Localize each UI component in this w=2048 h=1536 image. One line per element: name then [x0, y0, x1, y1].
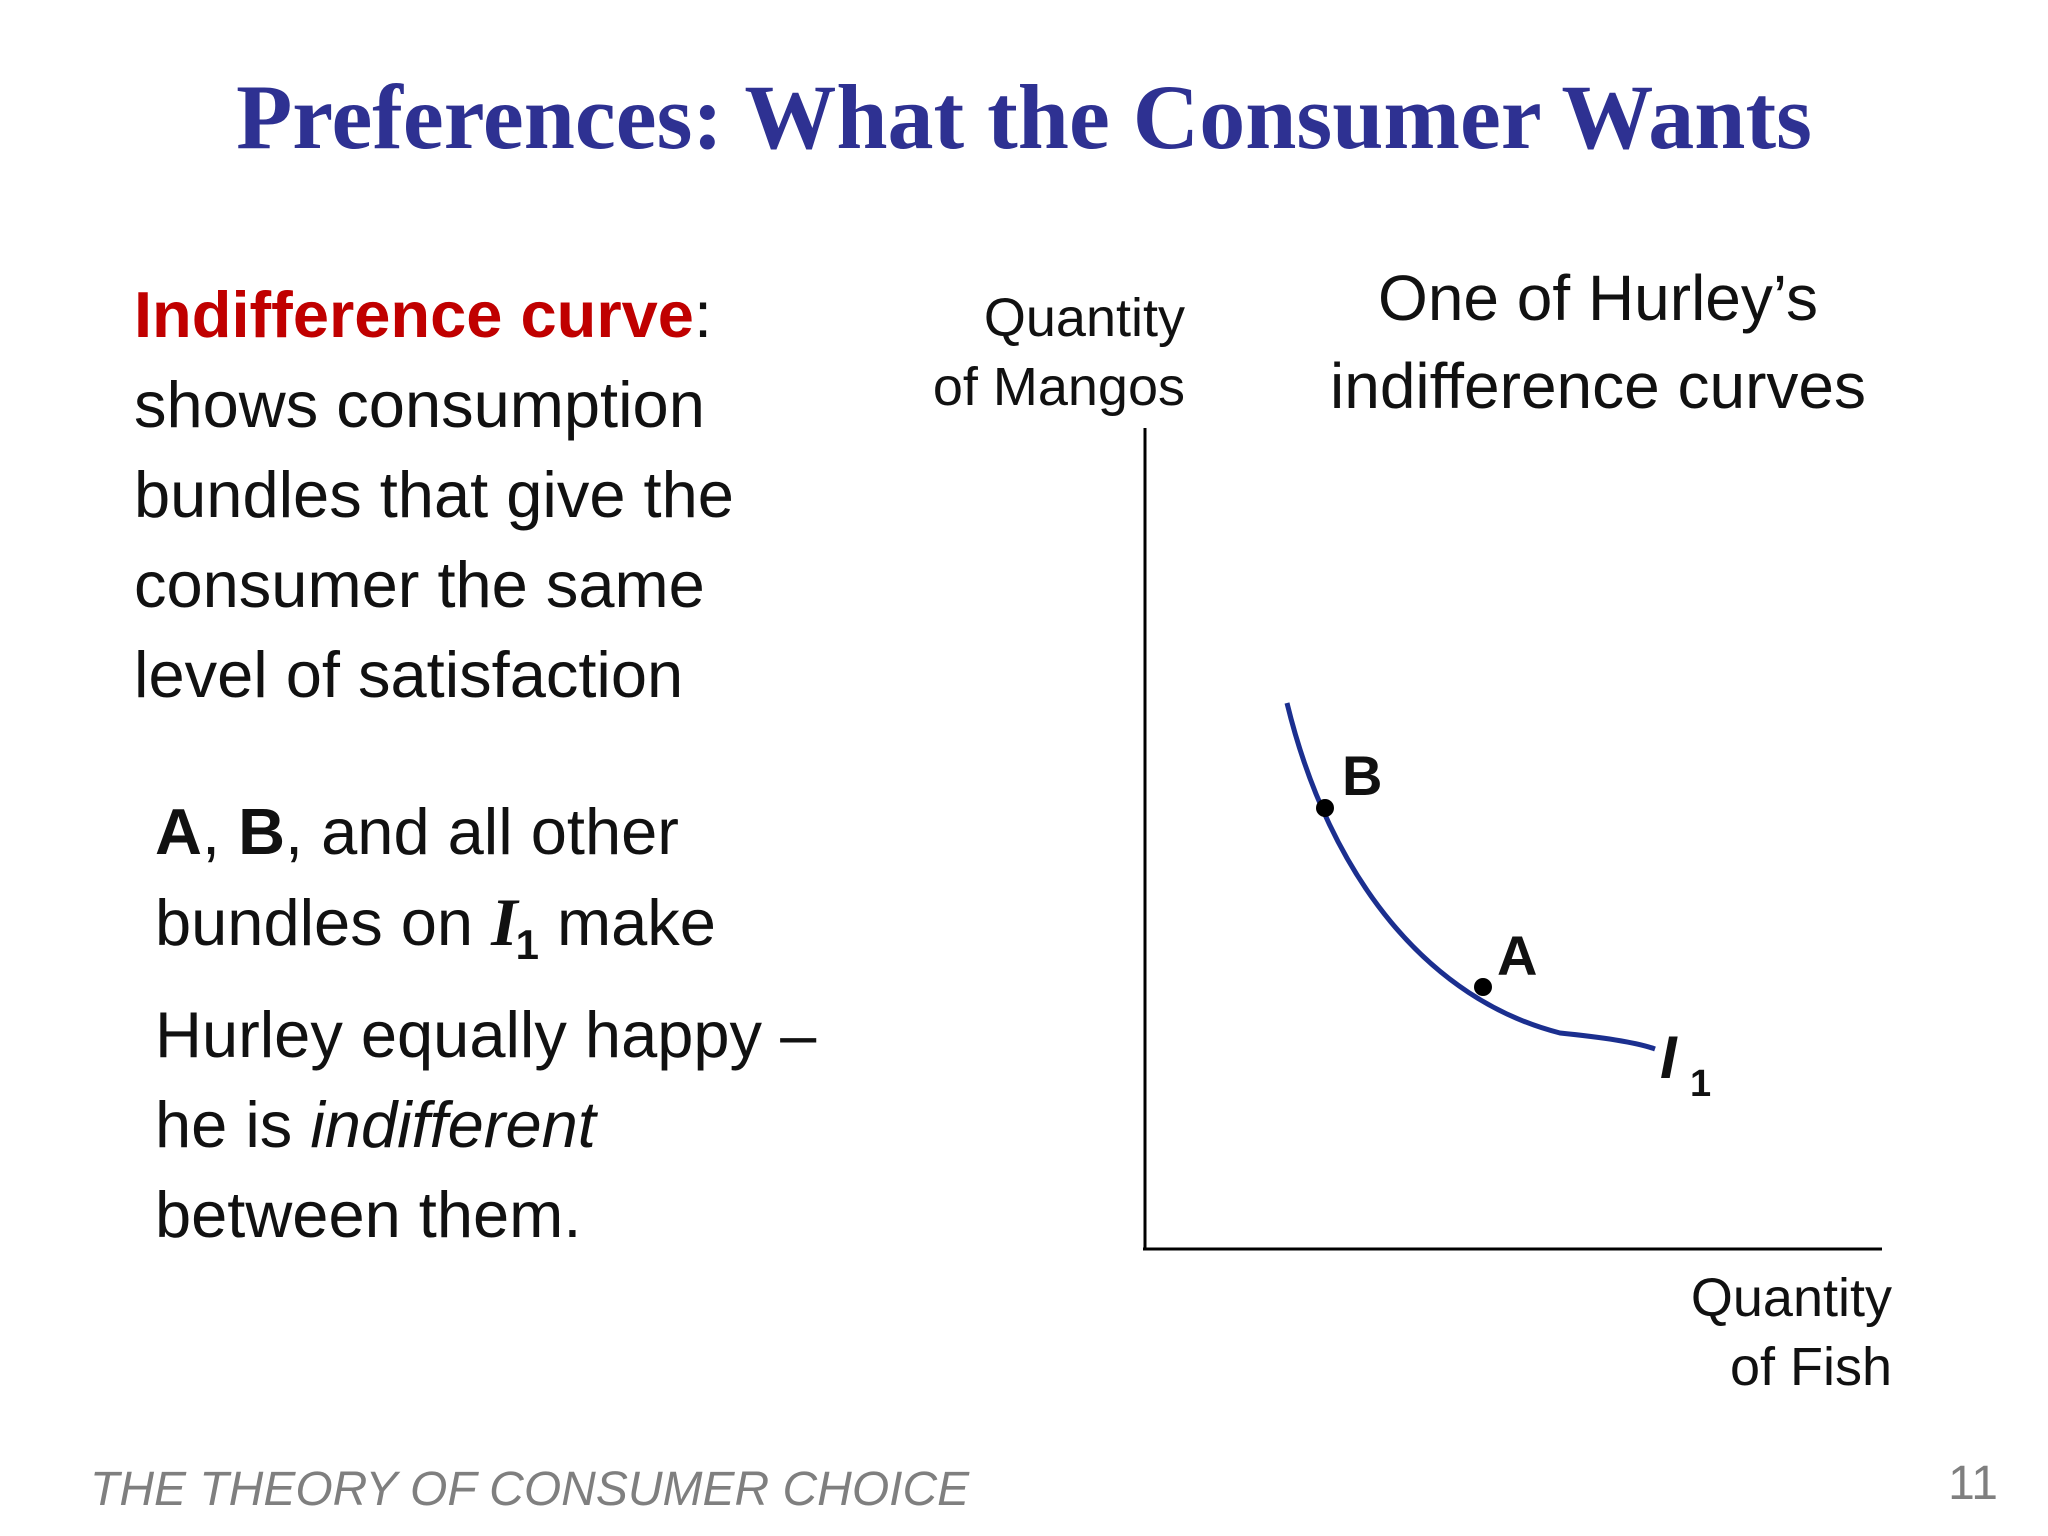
bundles-separator: ,: [201, 795, 239, 868]
bundles-line-4-start: he is: [155, 1088, 311, 1161]
footer-text: THE THEORY OF CONSUMER CHOICE: [90, 1463, 970, 1516]
bundles-line-2-start: bundles on: [155, 886, 492, 959]
inline-curve-subscript: 1: [515, 921, 539, 968]
definition-line-3: bundles that give the: [134, 458, 734, 531]
bundle-point-b-label: B: [1342, 744, 1382, 807]
diagram-caption-line-2: indifference curves: [1330, 350, 1866, 422]
bundles-line-4: he is indifferent: [155, 1080, 915, 1170]
bundles-line-3: Hurley equally happy –: [155, 998, 817, 1071]
definition-line-2: shows consumption: [134, 368, 705, 441]
curve-label-letter: I: [1660, 1024, 1678, 1091]
x-axis-label-line-2: of Fish: [1730, 1337, 1892, 1397]
curve-label-subscript: 1: [1690, 1063, 1711, 1105]
definition-colon: :: [693, 278, 712, 351]
bundle-point-a-label: A: [1497, 924, 1537, 987]
bundles-line-5: between them.: [155, 1178, 582, 1251]
y-axis-label-line-1: Quantity: [984, 288, 1185, 348]
slide-title: Preferences: What the Consumer Wants: [236, 66, 1812, 168]
diagram-caption-line-1: One of Hurley’s: [1378, 262, 1818, 334]
bundle-point-b: [1316, 799, 1334, 817]
definition-term: Indifference curve: [134, 278, 694, 351]
y-axis-label-line-2: of Mangos: [933, 357, 1185, 417]
definition-text: Indifference curve: shows consumption bu…: [134, 270, 894, 720]
indifferent-emphasis: indifferent: [310, 1088, 596, 1161]
bundle-point-a: [1474, 978, 1492, 996]
definition-line-5: level of satisfaction: [134, 638, 684, 711]
bundle-a-ref: A: [155, 795, 202, 868]
inline-curve-letter: I: [491, 884, 518, 960]
bundle-b-ref: B: [238, 795, 286, 868]
bundles-line-1-rest: , and all other: [285, 795, 679, 868]
bundles-line-1: A, B, and all other: [155, 787, 915, 877]
bundles-line-2: bundles on I1 make: [155, 877, 915, 990]
bundles-text: A, B, and all other bundles on I1 make H…: [155, 787, 915, 1260]
definition-line-1: Indifference curve:: [134, 270, 894, 360]
x-axis-label-line-1: Quantity: [1691, 1268, 1892, 1328]
inline-curve-label: I1: [491, 884, 539, 968]
page-number: 11: [1948, 1457, 1998, 1510]
definition-line-4: consumer the same: [134, 548, 705, 621]
bundles-line-2-end: make: [538, 886, 716, 959]
